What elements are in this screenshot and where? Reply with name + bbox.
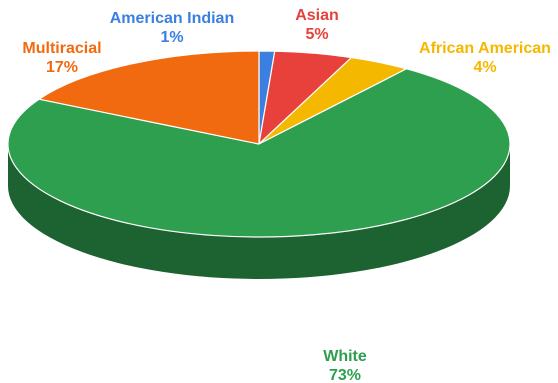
pie-slice-multiracial [38,50,260,145]
slice-percent-asian: 5% [305,26,328,43]
pie-labels: American Indian 1% Asian 5% African American… [22,7,551,383]
slice-label-american-indian: American Indian [110,10,234,27]
slice-percent-multiracial: 17% [46,59,78,76]
data-label-white: White 73% [323,348,367,383]
slice-label-asian: Asian [295,7,339,24]
slice-label-white: White [323,348,367,365]
slice-label-african-american: African American [419,40,551,57]
slice-percent-american-indian: 1% [160,29,183,46]
data-label-american-indian: American Indian 1% [110,10,234,46]
pie-slice-white [7,68,511,238]
data-label-multiracial: Multiracial 17% [22,40,101,76]
pie-side-white [8,144,510,279]
slice-percent-african-american: 4% [473,59,496,76]
slice-label-multiracial: Multiracial [22,40,101,57]
data-label-asian: Asian 5% [295,7,339,43]
slice-percent-white: 73% [329,367,361,383]
pie-sides [8,144,510,279]
pie-tops [7,50,511,238]
data-label-african-american: African American 4% [419,40,551,76]
